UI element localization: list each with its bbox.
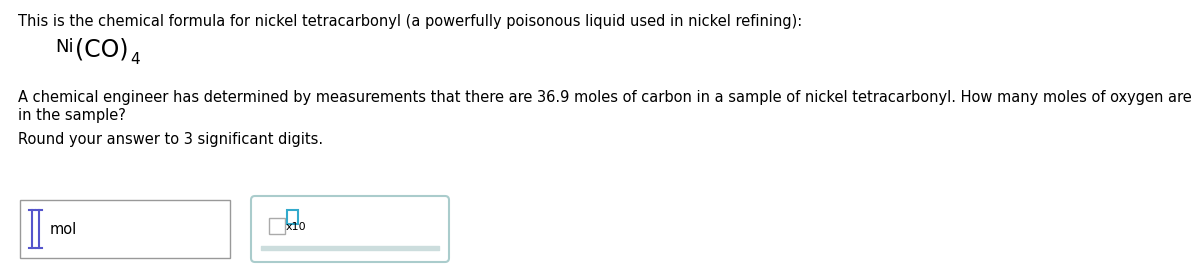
FancyBboxPatch shape xyxy=(251,196,449,262)
Text: Ni: Ni xyxy=(55,38,73,56)
Text: in the sample?: in the sample? xyxy=(18,108,126,123)
Text: 4: 4 xyxy=(130,52,139,67)
Text: x10: x10 xyxy=(286,222,307,232)
Text: A chemical engineer has determined by measurements that there are 36.9 moles of : A chemical engineer has determined by me… xyxy=(18,90,1192,105)
Bar xyxy=(20,200,230,258)
Text: Round your answer to 3 significant digits.: Round your answer to 3 significant digit… xyxy=(18,132,323,147)
Text: mol: mol xyxy=(50,221,77,237)
Text: (CO): (CO) xyxy=(74,38,128,62)
Bar xyxy=(287,210,298,224)
Bar xyxy=(269,218,286,234)
Text: This is the chemical formula for nickel tetracarbonyl (a powerfully poisonous li: This is the chemical formula for nickel … xyxy=(18,14,803,29)
